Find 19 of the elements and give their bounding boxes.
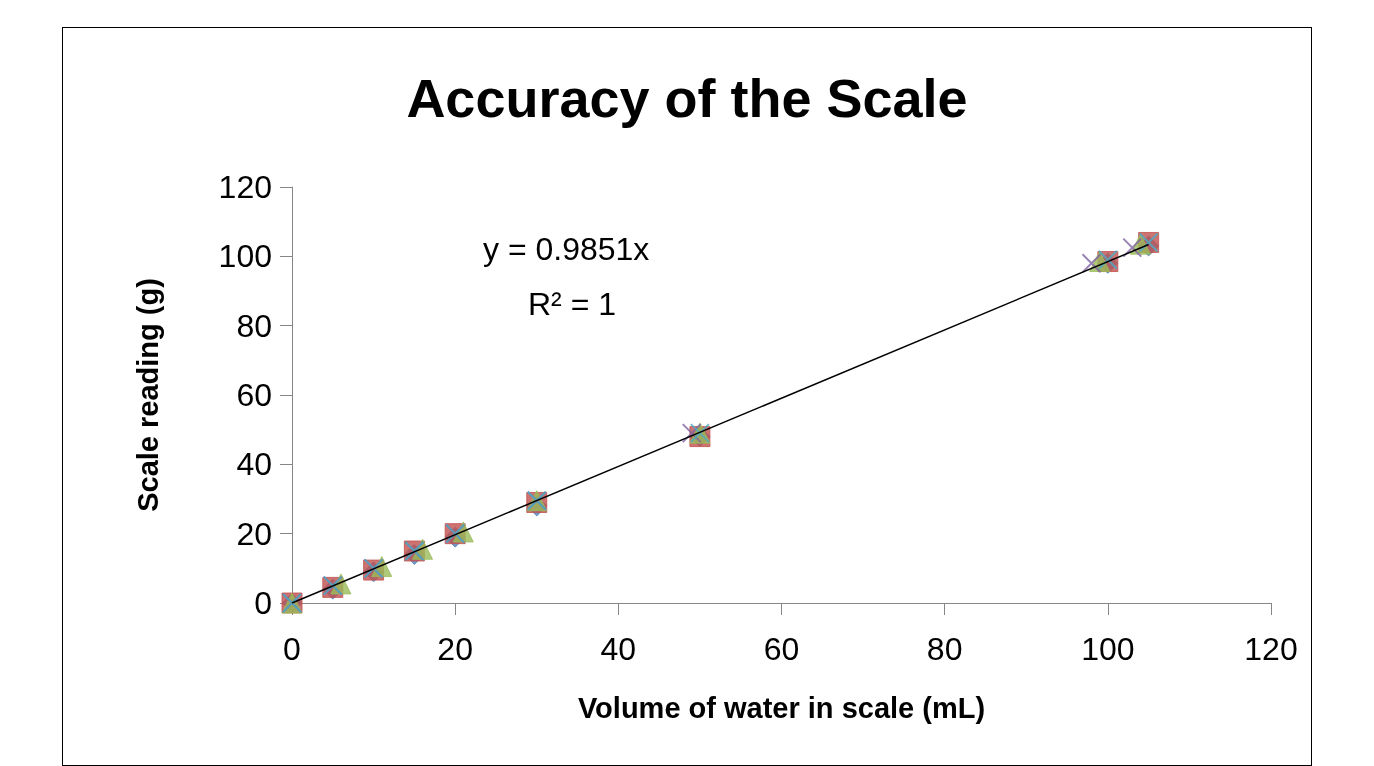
y-tick-label: 120	[218, 169, 272, 205]
x-tick-label: 100	[1081, 631, 1135, 667]
chart-title: Accuracy of the Scale	[406, 68, 968, 128]
x-axis-title: Volume of water in scale (mL)	[577, 691, 986, 724]
annotation: y = 0.9851x	[483, 231, 650, 267]
y-tick-label: 20	[236, 515, 272, 552]
x-tick-label: 80	[926, 631, 963, 667]
x-tick-label: 60	[763, 631, 800, 667]
y-tick-label: 40	[236, 446, 272, 483]
y-tick-label: 0	[254, 585, 272, 621]
x-tick-label: 40	[600, 631, 637, 667]
y-axis-title: Scale reading (g)	[131, 278, 164, 512]
annotation: R² = 1	[528, 286, 617, 322]
x-tick-label: 20	[437, 631, 473, 667]
y-tick-label: 60	[236, 377, 272, 413]
y-tick-label: 80	[236, 307, 272, 344]
x-tick-label: 0	[283, 631, 301, 667]
x-tick-label: 120	[1244, 631, 1298, 667]
y-tick-label: 100	[218, 238, 272, 275]
